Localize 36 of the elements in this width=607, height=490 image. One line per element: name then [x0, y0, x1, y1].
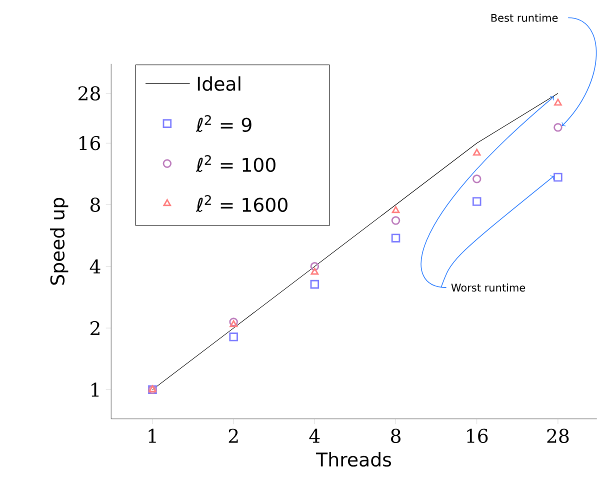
y-tick-label: 16 [80, 136, 100, 150]
x-tick-label: 28 [547, 428, 569, 444]
point [472, 197, 482, 206]
x-axis-title: Threads [316, 452, 392, 467]
point [391, 234, 400, 243]
point [472, 174, 482, 184]
point [310, 280, 320, 289]
x-tick-label: 8 [391, 428, 400, 444]
x-tick-label: 4 [309, 428, 320, 443]
legend-label: Ideal [198, 76, 240, 92]
x-tick-label: 2 [228, 428, 238, 443]
annotation: Worst runtime [451, 284, 526, 292]
point [392, 206, 400, 214]
point [554, 173, 562, 182]
line-series [152, 93, 558, 390]
y-tick-label: 1 [92, 382, 99, 397]
y-tick-label: 2 [90, 321, 100, 336]
y-tick-label: 4 [90, 260, 100, 274]
legend-label: ℓ$^{2}$ = 100 [196, 155, 276, 172]
point [554, 98, 562, 106]
legend-label: ℓ$^{2}$ = 1600 [196, 195, 288, 212]
y-tick-label: 8 [90, 198, 100, 212]
annotation: Best runtime [491, 14, 558, 22]
y-tick-label: 28 [78, 86, 100, 101]
point [472, 148, 481, 156]
point [554, 123, 562, 132]
point [391, 216, 400, 226]
point [310, 262, 320, 271]
x-tick-label: 16 [467, 428, 488, 444]
point [229, 332, 238, 342]
legend-label: ℓ$^{2}$ = 9 [196, 115, 252, 132]
y-axis-title: Speed up [50, 198, 68, 285]
point [310, 268, 319, 275]
x-tick-label: 1 [148, 428, 156, 443]
point [229, 318, 238, 327]
point [230, 320, 238, 328]
